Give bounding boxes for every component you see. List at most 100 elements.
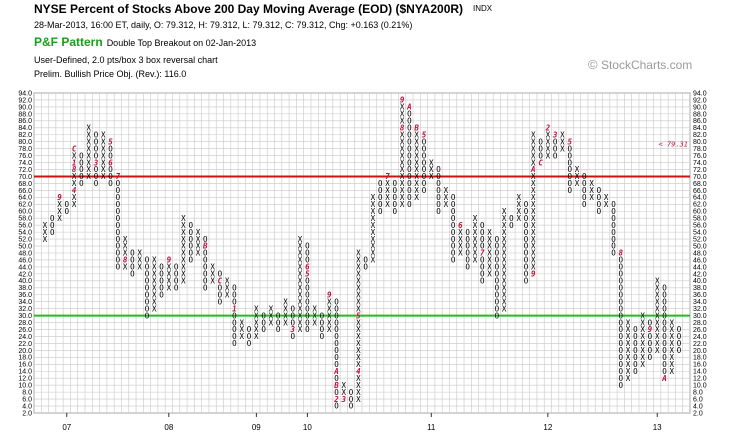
o-box: O bbox=[407, 158, 412, 167]
o-box: O bbox=[633, 339, 638, 348]
y-tick-left: 8.0 bbox=[22, 390, 32, 397]
x-box: X bbox=[414, 130, 419, 139]
x-box: X bbox=[254, 332, 259, 341]
y-tick-right: 80.0 bbox=[693, 139, 707, 146]
o-box: O bbox=[407, 186, 412, 195]
o-box: O bbox=[94, 151, 99, 160]
x-box: X bbox=[458, 242, 463, 251]
o-box: O bbox=[451, 207, 456, 216]
o-box: O bbox=[203, 277, 208, 286]
x-box: X bbox=[43, 228, 48, 237]
month-marker: 8 bbox=[400, 123, 405, 132]
o-box: O bbox=[108, 144, 113, 153]
x-box: X bbox=[385, 186, 390, 195]
x-box: X bbox=[298, 311, 303, 320]
x-box: X bbox=[254, 311, 259, 320]
o-box: O bbox=[79, 172, 84, 181]
o-box: O bbox=[524, 249, 529, 258]
o-box: O bbox=[422, 172, 427, 181]
o-box: O bbox=[159, 277, 164, 286]
pf-column: OOO bbox=[50, 214, 55, 237]
x-box: X bbox=[655, 311, 660, 320]
month-marker: 4 bbox=[72, 186, 77, 195]
x-box: X bbox=[167, 270, 172, 279]
o-box: O bbox=[108, 179, 113, 188]
o-box: O bbox=[232, 311, 237, 320]
y-tick-left: 52.0 bbox=[18, 236, 32, 243]
o-box: O bbox=[524, 277, 529, 286]
o-box: O bbox=[145, 311, 150, 320]
o-box: O bbox=[662, 311, 667, 320]
x-box: X bbox=[101, 158, 106, 167]
x-box: X bbox=[298, 304, 303, 313]
x-box: X bbox=[86, 151, 91, 160]
o-box: O bbox=[662, 297, 667, 306]
o-box: O bbox=[451, 249, 456, 258]
o-box: O bbox=[465, 249, 470, 258]
x-box: X bbox=[86, 137, 91, 146]
o-box: O bbox=[618, 277, 623, 286]
y-tick-right: 50.0 bbox=[693, 243, 707, 250]
x-box: X bbox=[546, 137, 551, 146]
x-box: X bbox=[210, 270, 215, 279]
o-box: O bbox=[407, 130, 412, 139]
o-box: O bbox=[174, 270, 179, 279]
o-box: O bbox=[633, 325, 638, 334]
x-tick-label: 13 bbox=[653, 423, 662, 432]
o-box: O bbox=[553, 144, 558, 153]
x-box: X bbox=[356, 290, 361, 299]
x-box: X bbox=[167, 283, 172, 292]
o-box: O bbox=[203, 249, 208, 258]
y-tick-right: 36.0 bbox=[693, 292, 707, 299]
x-box: X bbox=[626, 332, 631, 341]
x-box: X bbox=[458, 235, 463, 244]
x-box: X bbox=[283, 304, 288, 313]
o-box: O bbox=[94, 165, 99, 174]
x-box: X bbox=[371, 228, 376, 237]
y-tick-left: 92.0 bbox=[18, 97, 32, 104]
x-box: X bbox=[356, 374, 361, 383]
x-box: X bbox=[385, 200, 390, 209]
o-box: O bbox=[567, 158, 572, 167]
o-box: O bbox=[334, 402, 339, 411]
watermark-text: StockCharts.com bbox=[600, 58, 693, 72]
y-tick-left: 50.0 bbox=[18, 243, 32, 250]
o-box: O bbox=[407, 165, 412, 174]
o-box: O bbox=[495, 290, 500, 299]
x-box: X bbox=[298, 235, 303, 244]
x-box: X bbox=[655, 304, 660, 313]
o-box: O bbox=[305, 242, 310, 251]
o-box: O bbox=[79, 151, 84, 160]
x-box: X bbox=[502, 249, 507, 258]
o-box: O bbox=[50, 221, 55, 230]
x-box: X bbox=[312, 311, 317, 320]
o-box: O bbox=[407, 110, 412, 119]
o-box: O bbox=[480, 277, 485, 286]
x-box: X bbox=[327, 304, 332, 313]
month-marker: B bbox=[333, 381, 339, 390]
x-box: X bbox=[473, 214, 478, 223]
month-marker: 8 bbox=[618, 249, 623, 258]
month-marker: 9 bbox=[167, 256, 172, 265]
y-tick-right: 2.0 bbox=[693, 410, 703, 417]
month-marker: 3 bbox=[93, 158, 99, 167]
o-box: O bbox=[648, 318, 653, 327]
x-box: X bbox=[414, 193, 419, 202]
x-box: X bbox=[560, 130, 565, 139]
x-tick-label: 12 bbox=[543, 423, 552, 432]
y-tick-left: 44.0 bbox=[18, 264, 32, 271]
x-box: X bbox=[298, 242, 303, 251]
y-tick-right: 44.0 bbox=[693, 264, 707, 271]
month-marker: 6 bbox=[108, 158, 113, 167]
x-box: X bbox=[626, 325, 631, 334]
x-box: X bbox=[531, 235, 536, 244]
o-box: O bbox=[553, 137, 558, 146]
